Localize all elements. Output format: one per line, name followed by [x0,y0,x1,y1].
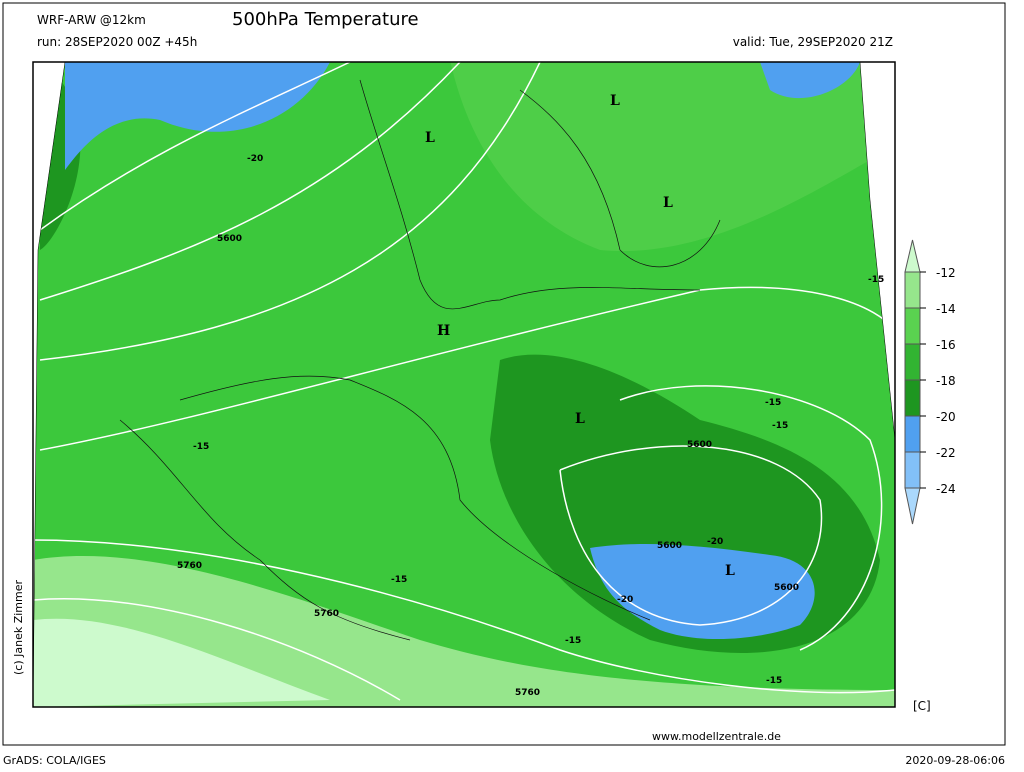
contour-label: 5760 [177,561,202,571]
contour-label: 5600 [687,440,712,450]
pressure-low: L [575,411,585,427]
map-title: 500hPa Temperature [232,9,419,30]
borders [119,79,721,641]
colorbar: -12 -14 -16 -18 -20 -22 -24 [904,239,956,525]
colorbar-tick-label: -18 [936,374,956,388]
contour-label: -20 [617,595,633,605]
contour-label: 5600 [657,541,682,551]
contour-label: -15 [565,636,581,646]
software-label: GrADS: COLA/IGES [3,754,106,767]
colorbar-segment [904,451,921,489]
contour-label: -20 [247,154,263,164]
colorbar-segment [904,271,921,309]
field-cold-blue-se [590,544,815,640]
contour-label: -15 [772,421,788,431]
contour-label: -15 [868,275,884,285]
field-mid [450,62,870,252]
contour-label: -20 [707,537,723,547]
pressure-low: L [610,93,620,109]
contour-label: -15 [193,442,209,452]
colorbar-tick-label: -12 [936,266,956,280]
contour-label: -15 [766,676,782,686]
field-cold-blue-nw [65,62,330,170]
colorbar-segment [904,379,921,417]
colorbar-tick-label: -14 [936,302,956,316]
colorbar-segment [904,343,921,381]
map-labels: L L L H L L -20 5600 -15 -15 -15 5600 -1… [177,93,884,698]
run-label: run: 28SEP2020 00Z +45h [37,35,197,49]
contour-label: -15 [765,398,781,408]
contour-label: -15 [391,575,407,585]
pressure-low: L [725,563,735,579]
colorbar-tick-label: -20 [936,410,956,424]
colorbar-tick-label: -16 [936,338,956,352]
colorbar-segment [904,307,921,345]
contour-label: 5600 [217,234,242,244]
contour-label: 5600 [774,583,799,593]
timestamp: 2020-09-28-06:06 [905,754,1005,767]
unit-label: [C] [913,699,931,713]
map [33,62,895,707]
field-warmest [33,618,330,707]
colorbar-tick-label: -22 [936,446,956,460]
pressure-high: H [437,323,450,339]
contour-label: 5760 [314,609,339,619]
source-url: www.modellzentrale.de [652,730,781,743]
model-label: WRF-ARW @12km [37,13,146,27]
pressure-low: L [663,195,673,211]
contour-label: 5760 [515,688,540,698]
colorbar-segment [904,415,921,453]
colorbar-tick-label: -24 [936,482,956,496]
valid-label: valid: Tue, 29SEP2020 21Z [733,35,893,49]
contours [33,62,895,701]
field-cold-blue-ne [760,62,860,99]
pressure-low: L [425,130,435,146]
credit: (c) Janek Zimmer [12,579,25,675]
map-frame [32,61,896,708]
